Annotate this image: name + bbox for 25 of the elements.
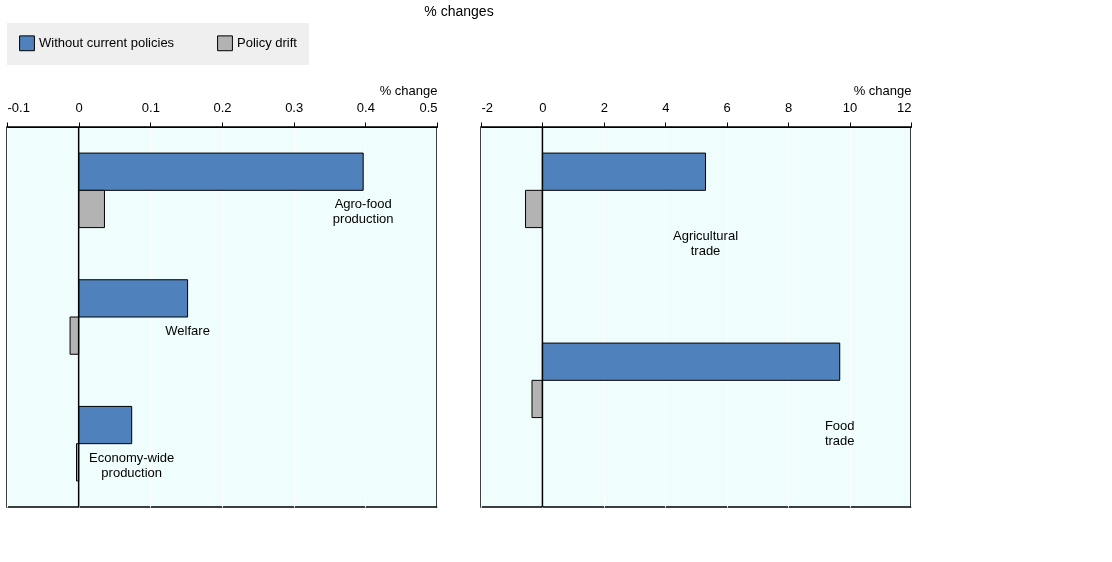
x-tick-label: -2 [481, 99, 494, 115]
x-tick-label: 8 [785, 99, 793, 115]
x-axis-title: % change [853, 82, 912, 98]
x-tick-label: 10 [842, 99, 858, 115]
x-tick-label: 0 [539, 99, 547, 115]
legend-label: Policy drift [237, 35, 298, 51]
x-tick-label: 0.2 [213, 99, 232, 115]
x-tick-label: 2 [600, 99, 608, 115]
x-tick-label: 0.4 [356, 99, 375, 115]
legend-label: Without current policies [39, 35, 175, 51]
y-tick-label: Food trade [824, 418, 855, 448]
x-axis-title: % change [379, 82, 438, 98]
x-tick-label: 12 [897, 99, 912, 115]
chart-title: % changes [424, 3, 494, 19]
x-tick-label: 4 [662, 99, 670, 115]
x-tick-label: 6 [723, 99, 731, 115]
x-tick-label: 0.3 [285, 99, 304, 115]
x-tick-label: 0.5 [419, 99, 438, 115]
y-tick-label: Agricultural trade [673, 228, 739, 258]
y-tick-label: Agro-food production [332, 196, 394, 227]
x-tick-label: -0.1 [7, 99, 30, 115]
y-tick-label: Welfare [165, 323, 210, 338]
x-tick-label: 0.1 [141, 99, 160, 115]
y-tick-label: Economy-wide production [89, 449, 175, 480]
x-tick-label: 0 [75, 99, 83, 115]
